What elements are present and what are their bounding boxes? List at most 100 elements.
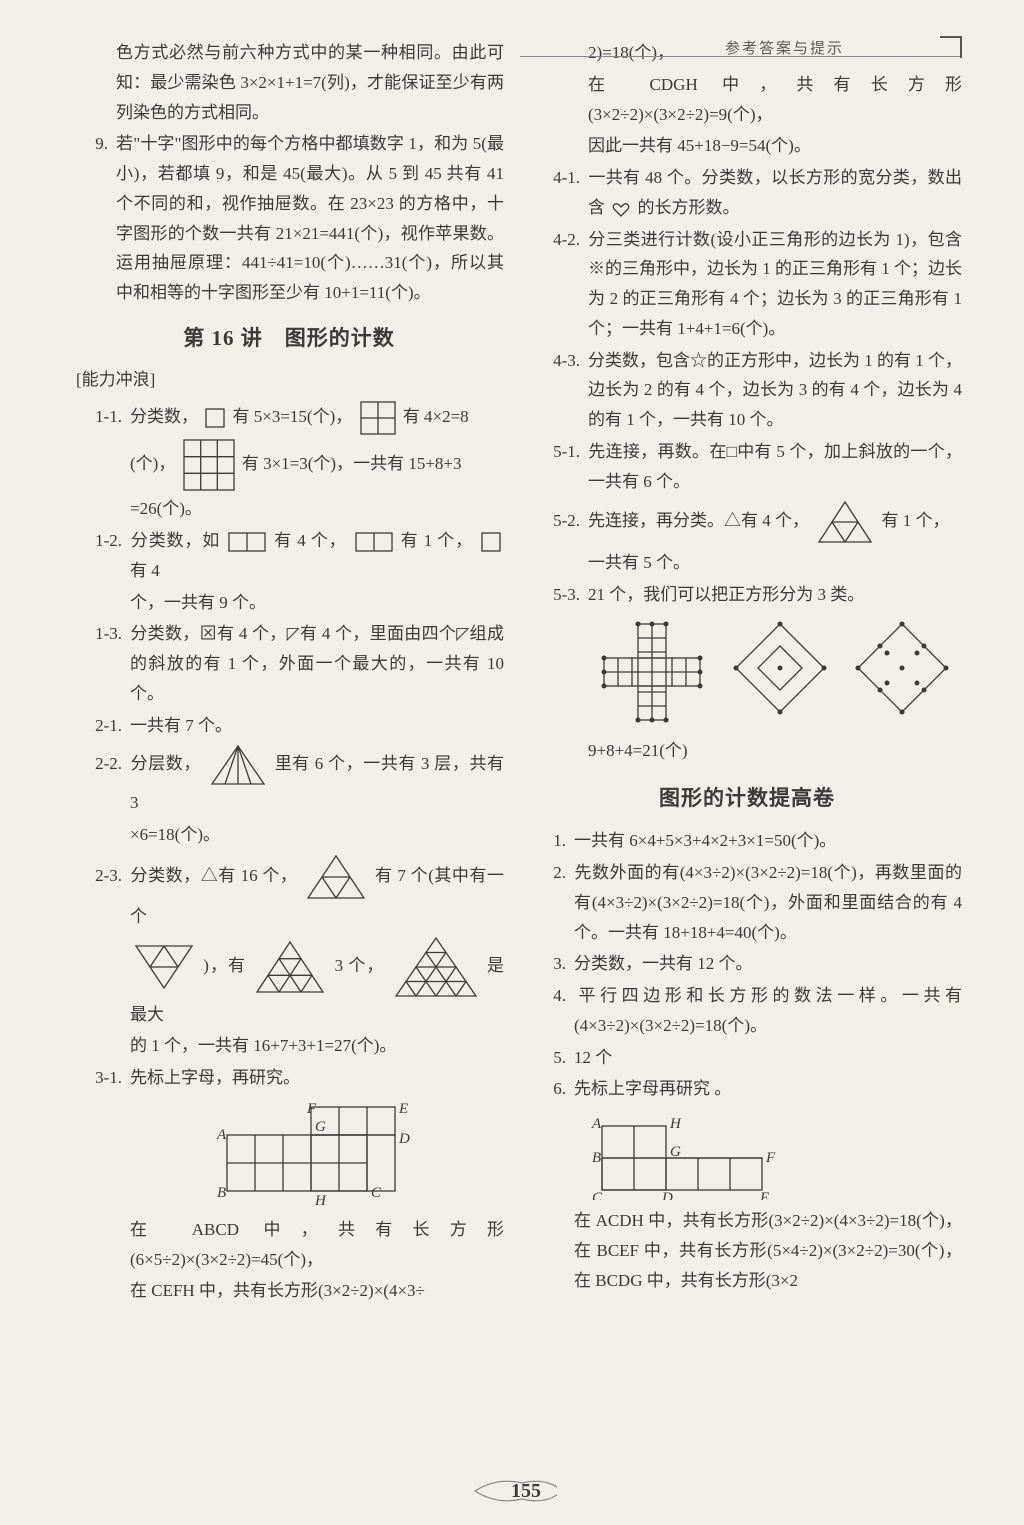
text: 分三类进行计数(设小正三角形的边长为 1)，包含※的三角形中，边长为 1 的正三… xyxy=(588,230,962,338)
grid-3x3-icon xyxy=(182,438,236,492)
text: 平行四边形和长方形的数法一样。一共有(4×3÷2)×(3×2÷2)=18(个)。 xyxy=(574,986,962,1035)
diagram-3-1: AB CD EF GH xyxy=(130,1099,504,1209)
text: 在 ACDH 中，共有长方形(3×2÷2)×(4×3÷2)=18(个)，在 BC… xyxy=(574,1206,962,1295)
text: 先数外面的有(4×3÷2)×(3×2÷2)=18(个)，再数里面的有(4×3÷2… xyxy=(574,863,962,942)
text: =26(个)。 xyxy=(130,494,504,524)
text: 有 4 xyxy=(130,561,160,580)
text: 9+8+4=21(个) xyxy=(588,736,962,766)
text: 若"十字"图形中的每个方格中都填数字 1，和为 5(最小)，若都填 9，和是 4… xyxy=(116,134,504,302)
adv-2: 2.先数外面的有(4×3÷2)×(3×2÷2)=18(个)，再数里面的有(4×3… xyxy=(532,858,962,947)
item-5-2: 5-2.先连接，再分类。△有 4 个， 有 1 个， 一共有 5 个。 xyxy=(532,498,962,578)
item-number: 6. xyxy=(532,1074,574,1104)
diamond-nested-icon xyxy=(730,618,830,718)
text: 一共有 5 个。 xyxy=(588,548,962,578)
fish-icon: 155 xyxy=(467,1473,557,1507)
labeled-grid-6-icon: AH BG FC DE xyxy=(586,1110,776,1200)
item-number: 5-3. xyxy=(532,580,588,610)
item-4-1: 4-1.一共有 48 个。分类数，以长方形的宽分类，数出含 的长方形数。 xyxy=(532,163,962,223)
item-1-3: 1-3.分类数，⊠有 4 个，◸有 4 个，里面由四个◸组成的斜放的有 1 个，… xyxy=(74,619,504,708)
item-number: 3. xyxy=(532,949,574,979)
text: 先连接，再数。在□中有 5 个，加上斜放的一个，一共有 6 个。 xyxy=(588,442,962,491)
svg-text:E: E xyxy=(398,1101,408,1117)
rect-1x1-icon xyxy=(480,531,502,553)
item-3-1: 3-1.先标上字母，再研究。 AB CD EF GH 在 ABCD 中，共有长方… xyxy=(74,1063,504,1306)
item-5-1: 5-1.先连接，再数。在□中有 5 个，加上斜放的一个，一共有 6 个。 xyxy=(532,437,962,497)
item-number: 1-3. xyxy=(74,619,130,649)
item-number: 4-1. xyxy=(532,163,588,193)
text: ×6=18(个)。 xyxy=(130,820,504,850)
item-2-3: 2-3.分类数，△有 16 个， 有 7 个(其中有一个 )，有 3 个， 是最… xyxy=(74,852,504,1061)
item-2-1: 2-1.一共有 7 个。 xyxy=(74,711,504,741)
corner-decoration xyxy=(940,36,962,58)
svg-text:B: B xyxy=(592,1150,601,1166)
text: (个)， xyxy=(130,454,175,473)
advanced-heading: 图形的计数提高卷 xyxy=(532,780,962,817)
rect-2x1-icon xyxy=(227,531,267,553)
text: 因此一共有 45+18−9=54(个)。 xyxy=(588,131,962,161)
item-number: 1. xyxy=(532,826,574,856)
item-number: 2. xyxy=(532,858,574,888)
page-number-decoration: 155 xyxy=(465,1473,559,1507)
item-number: 4. xyxy=(532,981,574,1011)
item-number: 1-1. xyxy=(74,402,130,432)
page-content: 色方式必然与前六种方式中的某一种相同。由此可知：最少需染色 3×2×1+1=7(… xyxy=(0,0,1024,1308)
text: 有 5×3=15(个)， xyxy=(233,407,353,426)
adv-6: 6.先标上字母再研究 。 AH BG FC DE 在 ACDH 中，共有长方形(… xyxy=(532,1074,962,1295)
text: 有 1 个， xyxy=(882,511,950,530)
svg-text:D: D xyxy=(398,1131,410,1147)
text: 分类数，如 xyxy=(130,531,220,550)
svg-text:G: G xyxy=(315,1119,326,1135)
item-9: 9.若"十字"图形中的每个方格中都填数字 1，和为 5(最小)，若都填 9，和是… xyxy=(74,129,504,308)
text: 一共有 6×4+5×3+4×2+3×1=50(个)。 xyxy=(574,831,836,850)
item-1-2: 1-2.分类数，如 有 4 个， 有 1 个， 有 4 个，一共有 9 个。 xyxy=(74,526,504,617)
item-number: 1-2. xyxy=(74,526,130,556)
text: 21 个，我们可以把正方形分为 3 类。 xyxy=(588,585,864,604)
text: 先标上字母再研究 。 xyxy=(574,1079,731,1098)
heart-icon xyxy=(611,200,631,218)
triangle-4row-icon xyxy=(392,934,480,1000)
item-8-cont: 色方式必然与前六种方式中的某一种相同。由此可知：最少需染色 3×2×1+1=7(… xyxy=(74,38,504,127)
text: 有 4 个， xyxy=(274,531,346,550)
triangle-down-icon xyxy=(132,942,196,992)
header-rule xyxy=(520,56,962,57)
item-number: 4-2. xyxy=(532,225,588,255)
section-label: [能力冲浪] xyxy=(74,365,504,395)
item-number: 2-1. xyxy=(74,711,130,741)
triangle-nested-icon xyxy=(815,498,875,546)
triangle-3row-icon xyxy=(253,938,327,996)
item-number: 3-1. xyxy=(74,1063,130,1093)
svg-text:H: H xyxy=(669,1116,682,1132)
item-4-2: 4-2.分三类进行计数(设小正三角形的边长为 1)，包含※的三角形中，边长为 1… xyxy=(532,225,962,344)
item-number: 2-3. xyxy=(74,861,130,891)
triangle-fan-icon xyxy=(208,742,268,788)
text: 分类数，⊠有 4 个，◸有 4 个，里面由四个◸组成的斜放的有 1 个，外面一个… xyxy=(130,624,504,703)
text: 分类数，包含☆的正方形中，边长为 1 的有 1 个，边长为 2 的有 4 个，边… xyxy=(588,351,962,430)
text: 在 CEFH 中，共有长方形(3×2÷2)×(4×3÷ xyxy=(130,1276,504,1306)
diagram-6: AH BG FC DE xyxy=(574,1110,962,1200)
svg-text:B: B xyxy=(217,1185,226,1201)
item-number: 5-2. xyxy=(532,506,588,536)
page-number: 155 xyxy=(511,1480,541,1502)
text: 分类数，一共有 12 个。 xyxy=(574,954,753,973)
triangle-2row-icon xyxy=(304,852,368,902)
item-5-3: 5-3.21 个，我们可以把正方形分为 3 类。 9+8+4=21(个) xyxy=(532,580,962,766)
text: )，有 xyxy=(203,955,246,974)
text: 分类数，△有 16 个， xyxy=(130,866,297,885)
svg-text:F: F xyxy=(306,1101,317,1117)
item-2-2: 2-2.分层数， 里有 6 个，一共有 3 层，共有 3 ×6=18(个)。 xyxy=(74,742,504,850)
right-column: 2)=18(个)， 在 CDGH 中，共有长方形(3×2÷2)×(3×2÷2)=… xyxy=(532,38,962,1308)
item-number: 5. xyxy=(532,1043,574,1073)
text: 分层数， xyxy=(130,754,201,773)
svg-text:A: A xyxy=(216,1127,227,1143)
text: 的长方形数。 xyxy=(638,198,740,217)
text: 有 1 个， xyxy=(401,531,473,550)
adv-1: 1.一共有 6×4+5×3+4×2+3×1=50(个)。 xyxy=(532,826,962,856)
text: 在 CDGH 中，共有长方形(3×2÷2)×(3×2÷2)=9(个)， xyxy=(588,70,962,130)
svg-text:F: F xyxy=(765,1150,776,1166)
left-column: 色方式必然与前六种方式中的某一种相同。由此可知：最少需染色 3×2×1+1=7(… xyxy=(74,38,504,1308)
text: 先连接，再分类。△有 4 个， xyxy=(588,511,809,530)
adv-4: 4.平行四边形和长方形的数法一样。一共有(4×3÷2)×(3×2÷2)=18(个… xyxy=(532,981,962,1041)
text: 12 个 xyxy=(574,1048,612,1067)
cross-grid-icon xyxy=(598,618,708,728)
item-1-1: 1-1.分类数， 有 5×3=15(个)， 有 4×2=8 (个)， 有 3×1… xyxy=(74,400,504,524)
